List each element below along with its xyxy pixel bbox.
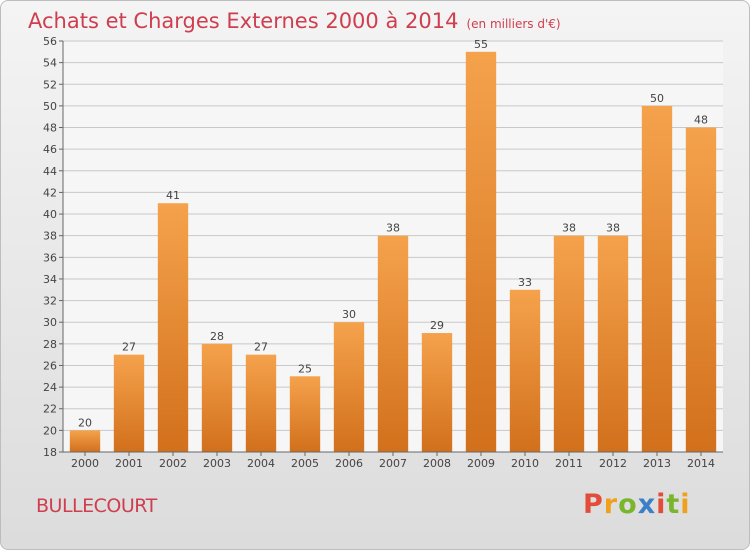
- bar-2014: [685, 127, 717, 453]
- bar-2005: [289, 376, 321, 452]
- bar-2002: [157, 203, 189, 452]
- bar-2012: [597, 235, 629, 452]
- chart-title: Achats et Charges Externes 2000 à 2014 (e…: [28, 9, 561, 33]
- x-tick-label-2009: 2009: [467, 457, 495, 470]
- data-label-2002: 41: [166, 189, 180, 202]
- chart-subtitle: (en milliers d'€): [466, 17, 561, 31]
- title-text: Achats et Charges Externes 2000 à 2014: [28, 9, 459, 33]
- bar-2001: [113, 354, 145, 452]
- x-tick-label-2003: 2003: [203, 457, 231, 470]
- bars: 20 27 41 28 27 25 30 38 29 55 33 38 38 50 48: [69, 38, 717, 453]
- data-label-2013: 50: [650, 92, 664, 105]
- y-tick-label: 26: [43, 359, 57, 372]
- x-tick-label-2014: 2014: [687, 457, 715, 470]
- bar-2013: [641, 105, 673, 452]
- proxiti-logo: Proxiti: [583, 489, 691, 520]
- y-axis: 18 20 22 24 26 28 30 32 34 36 38 40 42 44 46 48 50 52 54 56: [43, 35, 64, 459]
- data-label-2000: 20: [78, 416, 92, 429]
- y-tick-label: 46: [43, 143, 57, 156]
- y-tick-label: 50: [43, 100, 57, 113]
- y-tick-label: 22: [43, 403, 57, 416]
- commune-name: BULLECOURT: [36, 495, 157, 517]
- data-label-2011: 38: [562, 222, 576, 235]
- bar-2000: [69, 430, 101, 452]
- data-label-2006: 30: [342, 308, 356, 321]
- y-tick-label: 52: [43, 78, 57, 91]
- data-label-2009: 55: [474, 38, 488, 51]
- x-tick-label-2007: 2007: [379, 457, 407, 470]
- x-axis: 2000 2001 2002 2003 2004 2005 2006 2007 2008 2009…: [63, 451, 723, 470]
- y-tick-label: 48: [43, 122, 57, 135]
- bar-2008: [421, 333, 453, 452]
- y-tick-label: 28: [43, 338, 57, 351]
- data-label-2012: 38: [606, 222, 620, 235]
- data-label-2003: 28: [210, 330, 224, 343]
- bar-2004: [245, 354, 277, 452]
- x-tick-label-2001: 2001: [115, 457, 143, 470]
- bar-2006: [333, 322, 365, 452]
- y-tick-label: 44: [43, 165, 57, 178]
- bar-2009: [465, 51, 497, 452]
- y-tick-label: 32: [43, 295, 57, 308]
- y-tick-label: 34: [43, 273, 57, 286]
- x-tick-label-2002: 2002: [159, 457, 187, 470]
- y-tick-label: 54: [43, 57, 57, 70]
- data-label-2001: 27: [122, 341, 136, 354]
- x-tick-label-2000: 2000: [71, 457, 99, 470]
- y-tick-label: 30: [43, 316, 57, 329]
- x-tick-label-2011: 2011: [555, 457, 583, 470]
- data-label-2004: 27: [254, 341, 268, 354]
- data-label-2005: 25: [298, 362, 312, 375]
- x-tick-label-2010: 2010: [511, 457, 539, 470]
- x-tick-label-2012: 2012: [599, 457, 627, 470]
- data-label-2007: 38: [386, 222, 400, 235]
- y-tick-label: 36: [43, 251, 57, 264]
- data-label-2008: 29: [430, 319, 444, 332]
- x-tick-label-2013: 2013: [643, 457, 671, 470]
- bar-2003: [201, 343, 233, 452]
- x-tick-label-2005: 2005: [291, 457, 319, 470]
- y-tick-label: 18: [43, 446, 57, 459]
- bar-2011: [553, 235, 585, 452]
- y-tick-label: 24: [43, 381, 57, 394]
- data-label-2014: 48: [694, 114, 708, 127]
- bar-2010: [509, 289, 541, 452]
- y-tick-label: 56: [43, 35, 57, 48]
- y-tick-label: 20: [43, 424, 57, 437]
- data-label-2010: 33: [518, 276, 532, 289]
- x-tick-label-2004: 2004: [247, 457, 275, 470]
- x-tick-label-2008: 2008: [423, 457, 451, 470]
- y-tick-label: 38: [43, 230, 57, 243]
- y-tick-label: 40: [43, 208, 57, 221]
- y-tick-label: 42: [43, 186, 57, 199]
- x-tick-label-2006: 2006: [335, 457, 363, 470]
- bar-2007: [377, 235, 409, 452]
